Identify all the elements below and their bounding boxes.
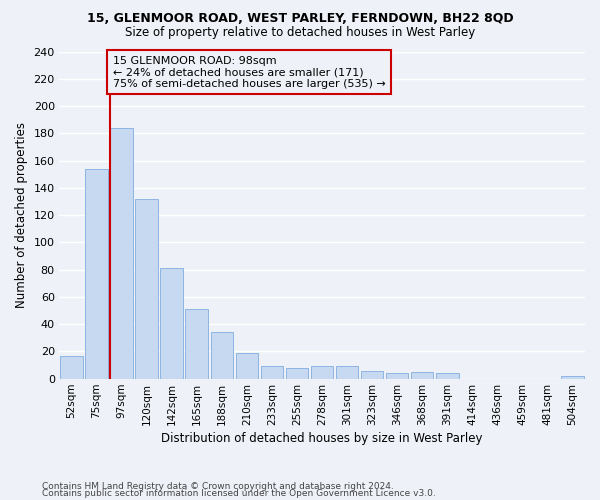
Bar (286, 368, 308, 379)
Text: Contains HM Land Registry data © Crown copyright and database right 2024.: Contains HM Land Registry data © Crown c… (42, 482, 394, 491)
Bar (85, 169, 108, 379)
Text: 15 GLENMOOR ROAD: 98sqm
← 24% of detached houses are smaller (171)
75% of semi-d: 15 GLENMOOR ROAD: 98sqm ← 24% of detache… (113, 56, 386, 89)
Bar (60, 356, 83, 379)
Bar (361, 370, 383, 379)
Text: Size of property relative to detached houses in West Parley: Size of property relative to detached ho… (125, 26, 475, 39)
Bar (110, 128, 133, 379)
Bar (185, 309, 208, 379)
Bar (311, 366, 333, 379)
Bar (236, 353, 258, 379)
Bar (561, 376, 584, 379)
Bar (211, 332, 233, 379)
Text: Contains public sector information licensed under the Open Government Licence v3: Contains public sector information licen… (42, 490, 436, 498)
Bar (160, 268, 183, 379)
Bar (136, 199, 158, 379)
Y-axis label: Number of detached properties: Number of detached properties (15, 122, 28, 308)
Bar (436, 374, 458, 379)
Bar (411, 372, 433, 379)
Text: 15, GLENMOOR ROAD, WEST PARLEY, FERNDOWN, BH22 8QD: 15, GLENMOOR ROAD, WEST PARLEY, FERNDOWN… (86, 12, 514, 26)
X-axis label: Distribution of detached houses by size in West Parley: Distribution of detached houses by size … (161, 432, 483, 445)
Bar (260, 366, 283, 379)
Bar (386, 374, 409, 379)
Bar (336, 366, 358, 379)
